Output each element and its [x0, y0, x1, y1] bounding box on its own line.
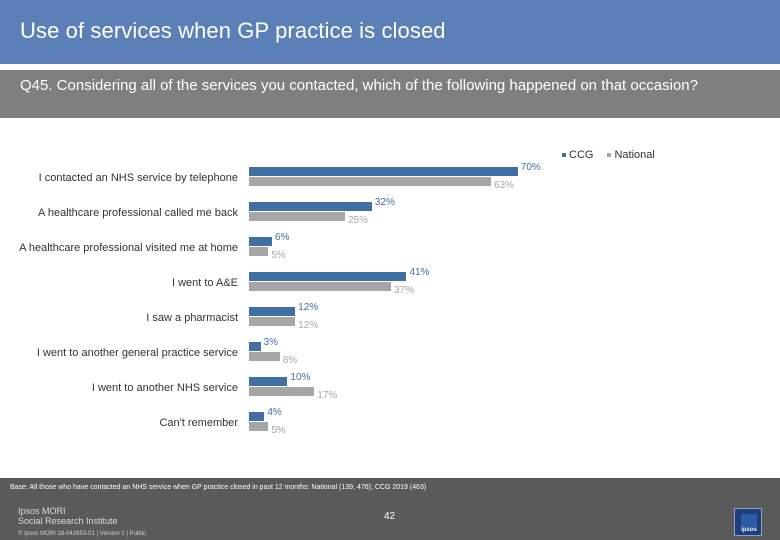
bar-value-label: 5% — [271, 250, 286, 261]
ipsos-badge-text: ipsos — [741, 527, 757, 533]
copyright-note: © Ipsos MORI 18-042653-01 | Version 1 | … — [18, 531, 146, 537]
ipsos-badge-square — [741, 514, 757, 527]
bar-ccg — [249, 342, 261, 351]
bar-value-label: 41% — [409, 267, 430, 278]
category-label: I saw a pharmacist — [146, 312, 238, 324]
question-text: Q45. Considering all of the services you… — [20, 77, 698, 94]
legend-swatch-national — [607, 153, 612, 157]
category-label: A healthcare professional visited me at … — [19, 242, 238, 254]
bar-ccg — [249, 237, 273, 246]
legend-label-national: National — [614, 149, 655, 161]
bar-value-label: 17% — [317, 390, 338, 401]
bar-national — [249, 317, 296, 326]
bar-ccg — [249, 307, 296, 316]
bar-ccg — [249, 377, 288, 386]
bar-value-label: 5% — [271, 425, 286, 436]
bar-value-label: 12% — [298, 320, 319, 331]
category-label: A healthcare professional called me back — [38, 207, 238, 219]
bar-national — [249, 177, 491, 186]
bar-value-label: 6% — [275, 232, 290, 243]
base-note: Base: All those who have contacted an NH… — [10, 484, 427, 491]
bar-ccg — [249, 412, 265, 421]
category-label: Can't remember — [159, 417, 238, 429]
question-bar: Q45. Considering all of the services you… — [0, 70, 780, 118]
bar-national — [249, 387, 315, 396]
title-bar: Use of services when GP practice is clos… — [0, 0, 780, 64]
category-label: I contacted an NHS service by telephone — [38, 172, 238, 184]
bar-value-label: 37% — [394, 285, 415, 296]
legend-swatch-ccg — [562, 153, 566, 157]
bar-ccg — [249, 202, 372, 211]
ipsos-badge-icon: ipsos — [734, 508, 762, 536]
category-label: I went to A&E — [171, 277, 238, 289]
bar-value-label: 25% — [348, 215, 369, 226]
bar-national — [249, 282, 392, 291]
bar-value-label: 8% — [282, 355, 298, 366]
logo-line-1: Ipsos MORI — [18, 506, 66, 516]
bar-ccg — [249, 272, 407, 281]
chart-legend: CCG National — [562, 149, 655, 161]
bar-value-label: 10% — [290, 372, 311, 383]
bar-value-label: 4% — [267, 407, 282, 418]
ipsos-mori-logo: Ipsos MORI Social Research Institute — [18, 506, 118, 526]
bar-ccg — [249, 167, 518, 176]
legend-label-ccg: CCG — [569, 149, 594, 161]
bar-value-label: 3% — [263, 337, 278, 348]
legend-item-ccg: CCG — [562, 149, 593, 161]
bar-value-label: 32% — [374, 197, 395, 208]
bar-national — [249, 422, 269, 431]
logo-line-2: Social Research Institute — [18, 516, 118, 526]
bar-national — [249, 247, 269, 256]
page-title: Use of services when GP practice is clos… — [20, 18, 446, 43]
category-label: I went to another NHS service — [91, 382, 238, 394]
legend-item-national: National — [607, 149, 655, 161]
bar-national — [249, 212, 345, 221]
bar-value-label: 63% — [493, 180, 514, 191]
footer: Base: All those who have contacted an NH… — [0, 478, 780, 540]
bar-national — [249, 352, 280, 361]
bar-value-label: 70% — [520, 162, 541, 173]
bar-value-label: 12% — [298, 302, 319, 313]
category-label: I went to another general practice servi… — [36, 347, 238, 359]
page-number: 42 — [384, 511, 396, 522]
